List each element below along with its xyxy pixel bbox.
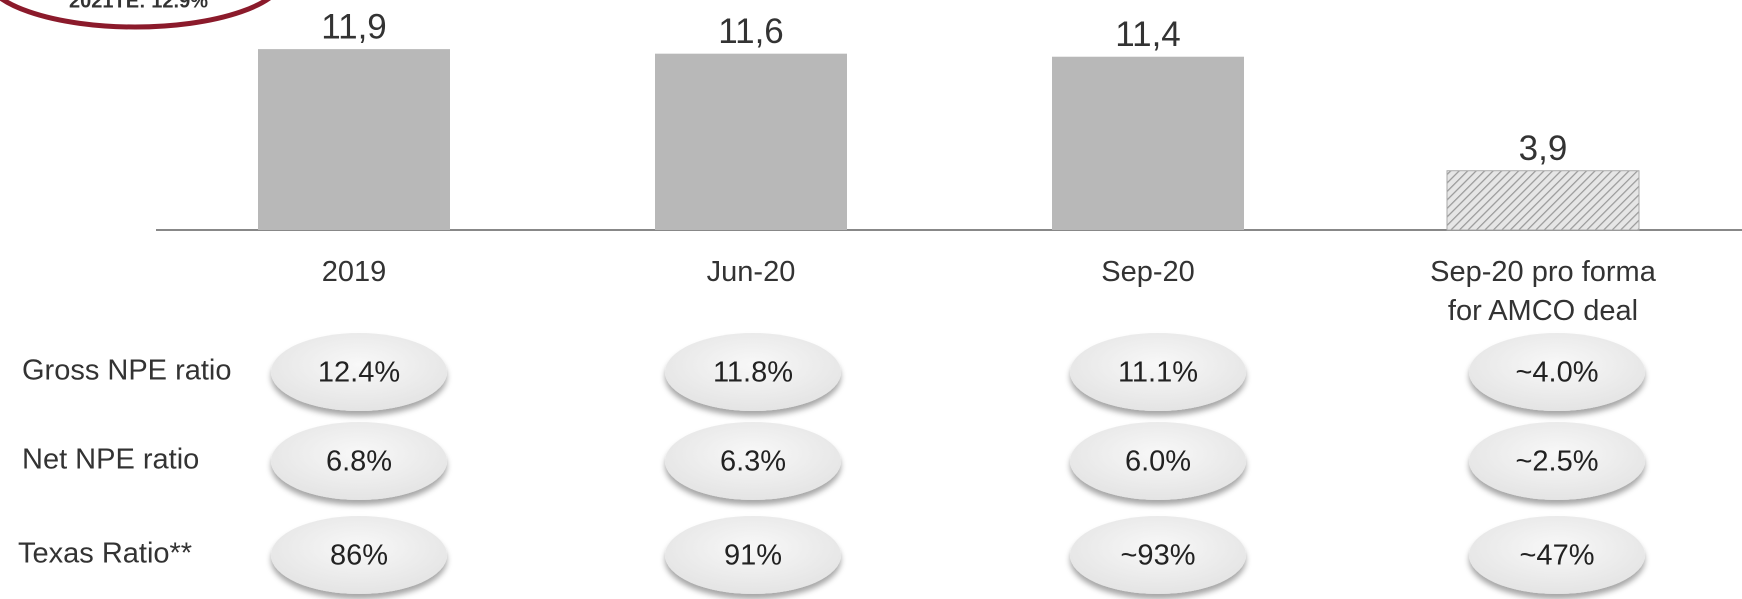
cell-value: 11.8% [713, 357, 793, 389]
category-label: Jun-20 [601, 253, 901, 292]
bar [1052, 57, 1244, 230]
category-label: 2019 [204, 253, 504, 292]
row-label: Gross NPE ratio [22, 355, 232, 387]
cell-value: ~47% [1520, 540, 1595, 572]
cell-value: 12.4% [318, 357, 400, 389]
cell-value: 86% [330, 540, 388, 572]
cell-value: 6.0% [1125, 446, 1191, 478]
category-label: Sep-20 [998, 253, 1298, 292]
cell-value: ~4.0% [1515, 357, 1598, 389]
value-label: 11,6 [718, 12, 784, 51]
category-label: Sep-20 pro forma for AMCO deal [1413, 253, 1673, 331]
value-label: 11,9 [321, 7, 387, 46]
cell-value: ~2.5% [1515, 446, 1598, 478]
row-label: Texas Ratio** [18, 538, 192, 570]
badge-text: 2021TE: 12.9% [69, 0, 208, 12]
bar [1447, 171, 1639, 230]
cell-value: 6.3% [720, 446, 786, 478]
cell-value: ~93% [1121, 540, 1196, 572]
row-label: Net NPE ratio [22, 444, 199, 476]
value-label: 11,4 [1115, 15, 1181, 54]
value-label: 3,9 [1519, 129, 1568, 168]
cell-value: 91% [724, 540, 782, 572]
cell-value: 6.8% [326, 446, 392, 478]
cell-value: 11.1% [1118, 357, 1198, 389]
bar [258, 49, 450, 230]
bar [655, 54, 847, 230]
slide: 2021TE: 12.9% 11,9 11,6 11,4 3,9 Gross NPE r… [0, 0, 1742, 599]
